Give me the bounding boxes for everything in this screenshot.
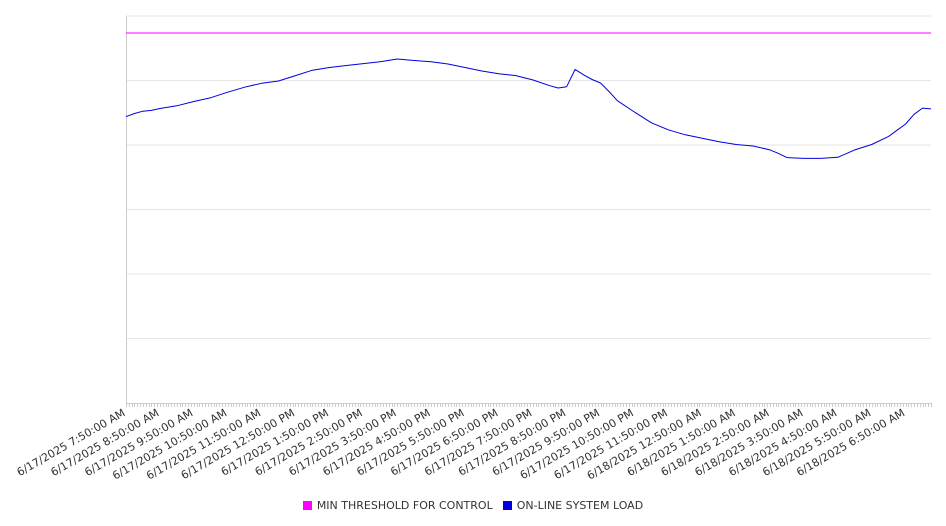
gridlines — [126, 15, 931, 339]
legend: MIN THRESHOLD FOR CONTROL ON-LINE SYSTEM … — [0, 499, 946, 512]
legend-label: MIN THRESHOLD FOR CONTROL — [316, 499, 493, 512]
legend-swatch — [502, 501, 512, 510]
legend-swatch — [302, 501, 312, 510]
legend-label: ON-LINE SYSTEM LOAD — [516, 499, 644, 512]
legend-item: ON-LINE SYSTEM LOAD — [502, 499, 644, 512]
x-tick-labels: 6/17/2025 7:50:00 AM6/17/2025 8:50:00 AM… — [15, 406, 907, 482]
series-line-system-load — [125, 58, 932, 159]
series-lines — [125, 32, 932, 159]
axes — [126, 16, 932, 407]
legend-item: MIN THRESHOLD FOR CONTROL — [302, 499, 493, 512]
